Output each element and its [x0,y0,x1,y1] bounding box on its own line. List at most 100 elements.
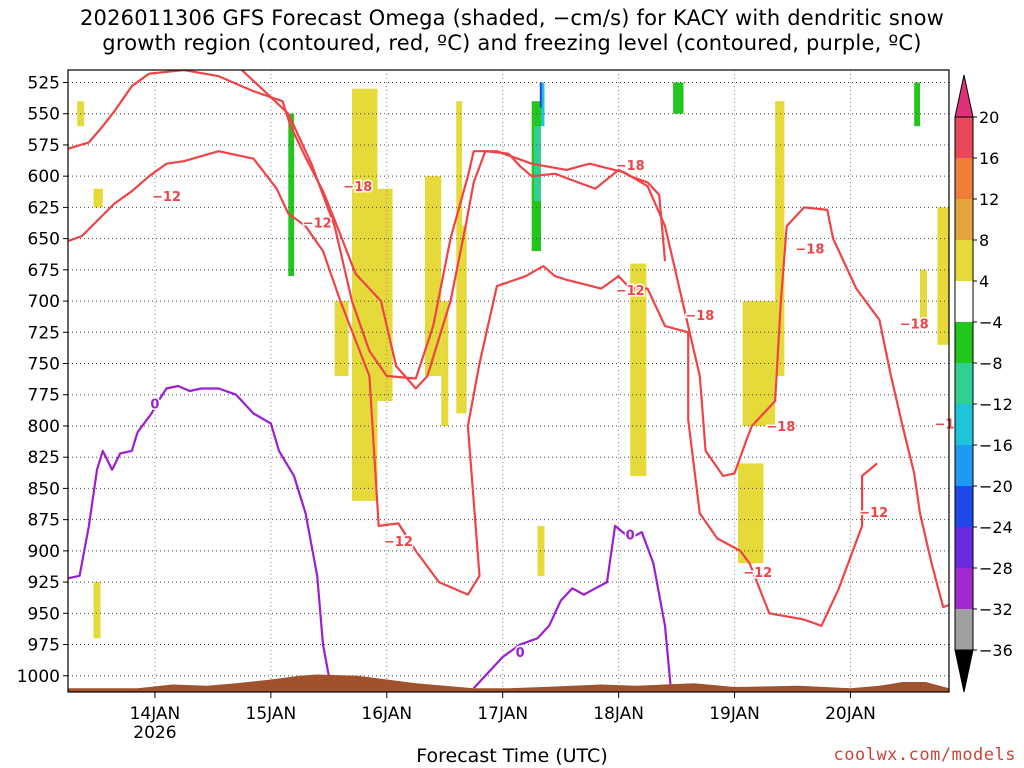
chart-title: 2026011306 GFS Forecast Omega (shaded, −… [0,6,1024,56]
plot-frame [67,69,950,693]
y-tick-label: 600 [28,167,60,187]
omega-area [920,269,927,326]
x-tick-label: 14JAN [130,704,181,724]
contour-label: −18 [616,159,645,174]
y-tick-label: 625 [28,198,60,218]
y-tick-label: 900 [28,542,60,562]
plot-area-background [68,70,949,692]
omega-area [763,163,771,239]
omega-area [615,525,621,614]
x-tick-label: 19JAN [709,704,760,724]
y-tick-label: 550 [28,105,60,125]
terrain-layer [68,674,949,692]
colorbar-segment [955,240,973,281]
chart-title-line2: growth region (contoured, red, ºC) and f… [102,31,922,55]
y-tick-label: 775 [28,386,60,406]
colorbar-segment [955,199,973,240]
contour-label: −18 [766,420,795,435]
source-credit: coolwx.com/models [833,745,1016,765]
y-tick-label: 650 [28,230,60,250]
omega-area [462,82,468,227]
contour-label: −18 [900,318,929,333]
omega-area [624,101,641,177]
omega-area [93,582,101,639]
colorbar-label: −24 [979,518,1013,537]
colorbar-label: −32 [979,600,1013,619]
x-tick-label: 15JAN [246,704,297,724]
omega-area [694,82,706,239]
y-tick-label: 950 [28,604,60,624]
colorbar-label: 8 [979,231,989,250]
colorbar-label: −36 [979,641,1013,660]
contour-label: −12 [859,506,888,521]
colorbar-segment [955,363,973,404]
y-tick-label: 800 [28,417,60,437]
omega-area [456,101,467,414]
colorbar-segment [955,445,973,486]
contour-label: 0 [626,529,635,544]
colorbar-segment [955,609,973,650]
dgz-minus12-lower [68,150,878,627]
colorbar-label: −4 [979,313,1003,332]
colorbar-segment [955,568,973,609]
omega-area [673,82,684,114]
contour-label: −18 [685,309,714,324]
contour-label: 0 [516,646,525,661]
terrain-surface [68,674,949,692]
x-tick-label: 18JAN [593,704,644,724]
contour-label: −12 [616,284,645,299]
contour-label: −18 [343,180,372,195]
freezing-level-0C-east [472,524,672,690]
x-axis-label: Forecast Time (UTC) [416,745,608,767]
contour-label: 0 [150,398,159,413]
omega-area [775,101,785,376]
y-tick-label: 825 [28,448,60,468]
y-tick-label: 850 [28,479,60,499]
y-tick-label: 875 [28,511,60,531]
y-tick-label: 675 [28,261,60,281]
x-tick-label: 17JAN [477,704,528,724]
y-tick-label: 750 [28,355,60,375]
colorbar-label: 20 [979,108,999,127]
contour-label: −12 [743,566,772,581]
colorbar-label: 12 [979,190,999,209]
colorbar-segment [955,158,973,199]
colorbar-bottom-arrow [954,649,974,693]
omega-area [72,82,78,289]
colorbar-label: −12 [979,395,1013,414]
colorbar-label: −8 [979,354,1003,373]
colorbar-segment [955,322,973,363]
colorbar-top-arrow [954,74,974,118]
colorbar-label: 16 [979,149,999,168]
omega-area [305,338,312,476]
omega-area [73,101,85,127]
omega-area [363,538,370,583]
omega-area [572,82,584,202]
x-tick-label: 20JAN [825,704,876,724]
omega-area [541,82,545,127]
colorbar-label: 4 [979,272,989,291]
colorbar-segment [955,281,973,322]
omega-area [630,263,647,476]
freezing-level-0C-west [68,384,330,677]
omega-area [376,188,393,401]
y-tick-label: 700 [28,292,60,312]
omega-area [684,269,694,351]
contour-label: −18 [795,243,824,258]
omega-area [236,301,241,501]
omega-shading-layer [72,82,949,639]
omega-area [425,176,442,376]
omega-area [914,82,920,127]
omega-area [738,463,764,564]
omega-area [334,301,349,376]
y-tick-label: 725 [28,323,60,343]
colorbar-segment [955,117,973,158]
y-tick-label: 925 [28,573,60,593]
x-tick-label: 16JAN [361,704,412,724]
x-tick-year-label: 2026 [133,723,176,743]
omega-area [908,82,920,327]
gridlines [68,70,949,692]
colorbar-label: −16 [979,436,1013,455]
